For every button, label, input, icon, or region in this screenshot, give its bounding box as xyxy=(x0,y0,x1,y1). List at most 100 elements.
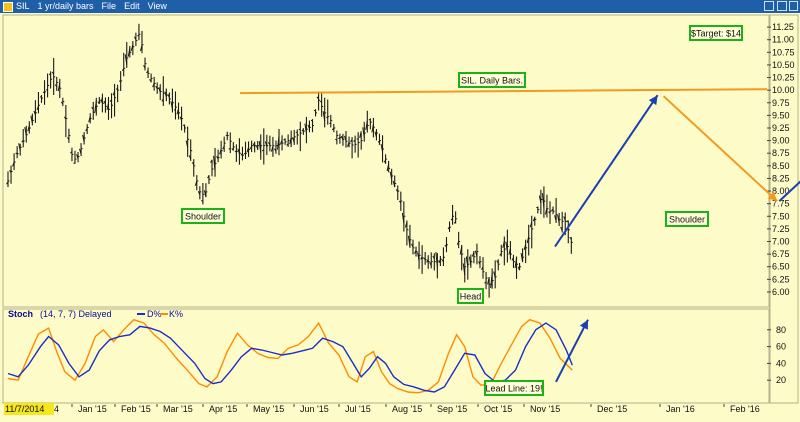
ohlc-open-tick xyxy=(517,266,521,271)
ohlc-open-tick xyxy=(301,129,304,132)
ohlc-open-tick xyxy=(471,252,475,257)
ohlc-open-tick xyxy=(12,161,15,167)
x-label: Apr '15 xyxy=(209,404,237,414)
stoch-panel-frame xyxy=(2,308,770,404)
ohlc-open-tick xyxy=(538,195,542,204)
ohlc-open-tick xyxy=(407,235,411,248)
menu-file[interactable]: File xyxy=(101,1,117,11)
minimize-icon[interactable] xyxy=(764,1,774,11)
ohlc-open-tick xyxy=(362,127,365,138)
ohlc-open-tick xyxy=(286,143,289,146)
target-label-box xyxy=(689,25,743,41)
ohlc-open-tick xyxy=(447,226,450,230)
ohlc-open-tick xyxy=(79,148,82,155)
ohlc-open-tick xyxy=(523,244,527,250)
price-tick-label: 11.00 xyxy=(772,35,794,45)
ohlc-open-tick xyxy=(88,116,91,123)
price-tick-label: 10.25 xyxy=(772,73,795,83)
stoch-line-d xyxy=(7,322,573,393)
ohlc-open-tick xyxy=(487,277,490,285)
ohlc-open-tick xyxy=(133,36,137,40)
ohlc-open-tick xyxy=(441,258,444,262)
ohlc-open-tick xyxy=(331,127,335,131)
close-icon[interactable] xyxy=(789,1,798,11)
ohlc-open-tick xyxy=(307,124,310,129)
ohlc-open-tick xyxy=(548,211,551,214)
ohlc-open-tick xyxy=(465,256,469,268)
price-tick-label: 7.50 xyxy=(772,211,790,221)
ohlc-open-tick xyxy=(499,253,502,256)
ohlc-open-tick xyxy=(146,70,149,74)
ohlc-open-tick xyxy=(234,150,237,153)
ohlc-open-tick xyxy=(386,163,390,172)
y-axis-panel xyxy=(769,14,799,404)
x-label: Jan '16 xyxy=(666,404,695,414)
x-label: Feb '15 xyxy=(121,404,151,414)
ohlc-open-tick xyxy=(261,149,265,152)
ohlc-open-tick xyxy=(456,241,460,245)
ohlc-open-tick xyxy=(149,78,152,83)
app-logo-icon xyxy=(3,1,13,12)
ohlc-open-tick xyxy=(298,128,301,131)
menu-edit[interactable]: Edit xyxy=(124,1,140,11)
price-tick-label: 7.25 xyxy=(772,224,790,234)
ohlc-open-tick xyxy=(450,217,453,221)
ohlc-open-tick xyxy=(520,252,524,263)
ohlc-open-tick xyxy=(103,100,106,105)
x-label: Jan '15 xyxy=(78,404,107,414)
maximize-icon[interactable] xyxy=(777,1,787,11)
ohlc-open-tick xyxy=(493,271,496,278)
ohlc-open-tick xyxy=(544,207,548,215)
ohlc-open-tick xyxy=(340,135,344,141)
ohlc-open-tick xyxy=(344,135,347,141)
menu-view[interactable]: View xyxy=(147,1,167,11)
ohlc-open-tick xyxy=(207,175,210,179)
ohlc-open-tick xyxy=(395,189,399,193)
x-label-start-suffix: 4 xyxy=(54,404,59,414)
ohlc-open-tick xyxy=(474,250,478,257)
ohlc-open-tick xyxy=(526,236,530,244)
ohlc-open-tick xyxy=(459,246,463,255)
symbol-selector[interactable]: SIL xyxy=(16,1,30,11)
head-label: Head xyxy=(460,292,482,302)
ohlc-open-tick xyxy=(292,137,295,143)
ohlc-open-tick xyxy=(481,266,484,271)
left-shoulder-label-box xyxy=(181,208,225,224)
price-tick-label: 7.75 xyxy=(772,199,790,209)
ohlc-open-tick xyxy=(24,127,27,136)
ohlc-open-tick xyxy=(115,87,118,90)
ohlc-open-tick xyxy=(389,171,393,180)
ohlc-open-tick xyxy=(274,148,277,152)
ohlc-open-tick xyxy=(255,145,259,149)
price-tick-label: 9.25 xyxy=(772,123,790,133)
ohlc-open-tick xyxy=(383,159,386,163)
ohlc-open-tick xyxy=(33,110,36,115)
window-title-bar: SIL 1 yr/daily bars File Edit View xyxy=(0,0,800,13)
projection-up-arrow-1 xyxy=(554,94,659,248)
period-selector[interactable]: 1 yr/daily bars xyxy=(37,1,94,11)
price-chart-svg: 11.25 11.00 10.75 10.50 10.25 10.00 9.75 9.50 9.… xyxy=(2,14,800,415)
ohlc-open-tick xyxy=(508,248,511,255)
stoch-title: Stoch xyxy=(8,309,33,319)
ohlc-open-tick xyxy=(426,259,429,263)
ohlc-open-tick xyxy=(60,101,64,105)
projection-up-arrow-1-head xyxy=(648,95,658,106)
ohlc-open-tick xyxy=(283,138,286,141)
ohlc-open-tick xyxy=(240,153,243,157)
ohlc-open-tick xyxy=(152,82,155,88)
ohlc-open-tick xyxy=(365,120,368,130)
ohlc-open-tick xyxy=(414,249,417,254)
ohlc-open-tick xyxy=(18,143,21,151)
ohlc-open-tick xyxy=(237,148,240,155)
stoch-tick-label: 80 xyxy=(776,325,786,335)
lead-line-label-box xyxy=(484,380,544,396)
ohlc-open-tick xyxy=(231,147,234,151)
price-tick-label: 6.25 xyxy=(772,274,790,284)
price-tick-label: 10.75 xyxy=(772,47,795,57)
ohlc-open-tick xyxy=(566,219,569,223)
x-label: Feb '16 xyxy=(730,404,760,414)
ohlc-open-tick xyxy=(179,116,183,121)
ohlc-open-tick xyxy=(280,139,283,145)
ohlc-open-tick xyxy=(112,91,116,96)
ohlc-open-tick xyxy=(490,272,493,288)
